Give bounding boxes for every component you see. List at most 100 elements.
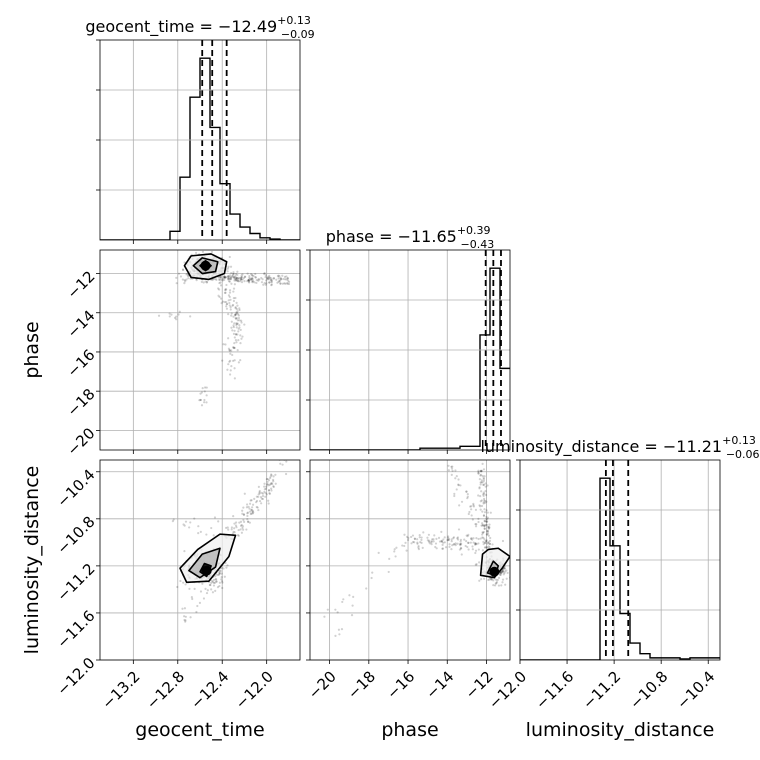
histogram-geocent_time [100,57,300,240]
scatter-point [466,497,469,500]
scatter-point [225,283,228,287]
scatter-point [479,469,482,472]
scatter-point [460,542,463,545]
scatter-point [258,489,261,493]
scatter-point [251,278,254,281]
scatter-point [477,517,480,520]
scatter-point [267,275,270,279]
scatter-point [417,547,421,551]
scatter-point [341,600,344,604]
scatter-point [188,526,191,529]
scatter-point [486,530,489,533]
scatter-point [175,318,178,321]
scatter-point [264,487,268,490]
scatter-point [239,342,242,345]
scatter-point [255,499,259,503]
scatter-point [171,520,174,523]
scatter-point [249,512,252,516]
scatter-point [235,322,239,326]
scatter-point [370,576,373,580]
scatter-point [272,485,275,489]
scatter-point [457,484,460,487]
scatter-point [477,472,480,475]
scatter-point [489,536,492,540]
scatter-point [230,282,233,285]
scatter-point [239,328,242,332]
scatter-point [416,542,419,545]
scatter-point [244,275,247,278]
scatter-point [286,277,289,280]
scatter-point [223,276,226,280]
scatter-point [281,282,285,285]
title-lower-error: −0.06 [726,448,760,461]
scatter-point [230,276,233,279]
scatter-point [186,274,190,278]
scatter-point [242,528,245,531]
scatter-point [483,519,486,522]
scatter-point [486,516,490,519]
scatter-point [455,488,458,491]
scatter-point [257,508,260,512]
panel-frame [99,459,301,661]
scatter-point [246,512,249,515]
scatter-point [246,520,250,523]
title-phase: phase = −11.65+0.39 −0.43 [326,224,495,251]
scatter-point [206,589,209,592]
tick-label-x-luminosity_distance: −10.8 [626,668,671,713]
scatter-point [235,307,239,311]
scatter-point [478,478,481,481]
scatter-point [238,319,241,322]
scatter-point [254,272,257,276]
scatter-point [279,277,283,281]
scatter-point [486,484,489,487]
scatter-point [452,537,455,540]
density-peak [489,566,500,577]
scatter-point [228,255,231,259]
scatter-point [230,312,233,315]
scatter-point [459,538,463,542]
scatter-point [484,482,487,485]
scatter-point [224,289,227,292]
scatter-point [459,544,462,547]
scatter-point [480,499,483,502]
axis-label-luminosity_distance: luminosity_distance [526,719,715,741]
scatter-point [485,520,489,523]
scatter-point [238,307,241,310]
scatter-point [175,276,178,279]
scatter-point [241,335,244,338]
scatter-point [190,596,193,599]
scatter-point [240,276,243,279]
scatter-point [263,272,266,276]
scatter-point [234,313,237,316]
scatter-point [201,582,204,585]
scatter-point [258,491,261,494]
scatter-point [326,608,329,611]
tick-label-x-luminosity_distance: −10.4 [673,668,718,713]
scatter-point [267,278,270,281]
scatter-point [231,274,234,277]
scatter-point [221,359,224,362]
scatter-point [481,523,485,526]
scatter-point [235,323,238,327]
scatter-point [267,502,270,505]
scatter-point [467,541,470,544]
scatter-point [272,485,275,488]
scatter-point [215,580,218,583]
scatter-point [183,618,186,622]
scatter-point [227,278,230,281]
scatter-point [483,499,486,502]
scatter-point [229,352,232,355]
scatter-point [495,578,498,581]
scatter-point [497,584,501,587]
scatter-point [388,557,391,560]
scatter-point [270,280,273,283]
scatter-point [228,280,231,283]
scatter-point [422,531,425,534]
scatter-point [213,516,217,519]
scatter-point [453,494,456,498]
scatter-point [417,546,420,549]
scatter-point [234,316,237,320]
scatter-point [233,322,236,325]
scatter-point [474,542,477,546]
